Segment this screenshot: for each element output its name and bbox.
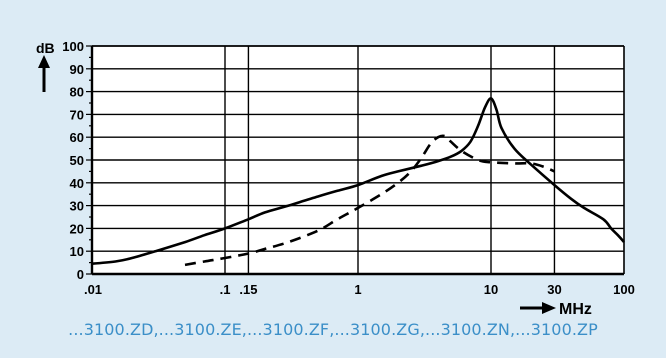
series-dashed-line — [184, 134, 556, 267]
caption: ...3100.ZD,...3100.ZE,...3100.ZF,...3100… — [68, 320, 598, 339]
y-axis-label: dB — [36, 40, 55, 56]
x-axis-label: MHz — [559, 301, 592, 318]
y-tick-label: 70 — [70, 107, 84, 122]
y-tick-label: 100 — [62, 39, 84, 54]
y-tick-label: 90 — [70, 62, 84, 77]
axes — [86, 45, 625, 276]
x-tick-label: .01 — [84, 282, 102, 297]
x-axis-arrow-icon — [520, 302, 556, 314]
x-tick-label: 30 — [547, 282, 561, 297]
y-tick-label: 40 — [70, 176, 84, 191]
y-tick-label: 30 — [70, 199, 84, 214]
y-tick-label: 80 — [70, 85, 84, 100]
y-tick-label: 50 — [70, 153, 84, 168]
y-axis-arrow-icon — [38, 55, 50, 92]
x-tick-label: .15 — [239, 282, 257, 297]
series-group — [91, 97, 625, 267]
series-solid-line — [91, 97, 625, 265]
y-tick-label: 0 — [77, 267, 84, 282]
y-tick-label: 20 — [70, 221, 84, 236]
x-tick-label: .1 — [220, 282, 231, 297]
chart: 0 10 20 30 40 50 60 70 80 90 100 .01 .1 .15 1 10 30 100 d… — [36, 39, 635, 318]
tick-labels: 0 10 20 30 40 50 60 70 80 90 100 .01 .1 .15 1 10 30 100 — [62, 39, 635, 297]
x-tick-label: 10 — [484, 282, 498, 297]
y-tick-label: 60 — [70, 130, 84, 145]
x-tick-label: 1 — [354, 282, 361, 297]
y-tick-label: 10 — [70, 244, 84, 259]
x-tick-label: 100 — [613, 282, 635, 297]
axis-labels: dB MHz — [36, 40, 592, 318]
